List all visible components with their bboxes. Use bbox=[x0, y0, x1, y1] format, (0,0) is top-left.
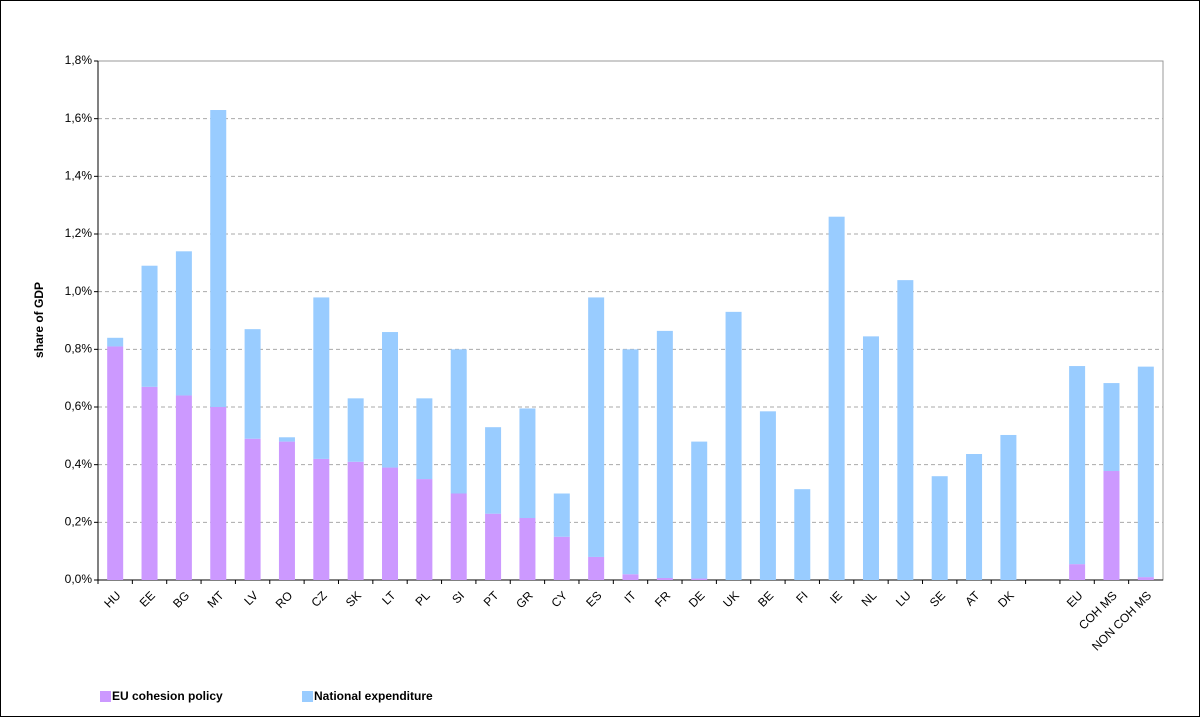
y-tick-label: 0,6% bbox=[65, 399, 93, 413]
bar-segment bbox=[450, 493, 467, 580]
bar-segment bbox=[210, 110, 227, 408]
bar-segment bbox=[622, 349, 639, 575]
bar-segment bbox=[691, 441, 708, 579]
bar-segment bbox=[588, 556, 605, 580]
bar-segment bbox=[691, 578, 708, 580]
bar-segment bbox=[1137, 577, 1154, 580]
y-tick-label: 1,0% bbox=[65, 284, 93, 298]
bar-segment bbox=[553, 536, 570, 580]
bar-segment bbox=[931, 476, 948, 580]
bar-segment bbox=[416, 479, 433, 580]
bar-segment bbox=[519, 408, 536, 519]
legend-label: National expenditure bbox=[314, 689, 433, 703]
bar-segment bbox=[107, 337, 124, 347]
y-tick-label: 1,2% bbox=[65, 226, 93, 240]
legend-label: EU cohesion policy bbox=[112, 689, 223, 703]
bar-segment bbox=[1103, 471, 1120, 580]
y-axis-label: share of GDP bbox=[32, 282, 46, 358]
bar-segment bbox=[313, 458, 330, 580]
bar-segment bbox=[244, 438, 261, 580]
bar-segment bbox=[210, 407, 227, 580]
bar-segment bbox=[175, 395, 192, 580]
bar-segment bbox=[897, 280, 914, 580]
bar-segment bbox=[656, 330, 673, 578]
bar-segment bbox=[794, 489, 811, 580]
bar-segment bbox=[1137, 366, 1154, 578]
bar-segment bbox=[416, 398, 433, 480]
bar-segment bbox=[107, 346, 124, 580]
bar-segment bbox=[966, 453, 983, 580]
bar-segment bbox=[382, 467, 399, 580]
legend-swatch bbox=[302, 691, 313, 702]
bar-segment bbox=[313, 297, 330, 459]
y-tick-label: 0,2% bbox=[65, 515, 93, 529]
bar-segment bbox=[347, 398, 364, 462]
bar-segment bbox=[278, 437, 295, 442]
bar-segment bbox=[553, 493, 570, 537]
bar-segment bbox=[862, 336, 879, 580]
bar-segment bbox=[244, 329, 261, 439]
bar-segment bbox=[141, 386, 158, 580]
y-tick-label: 1,6% bbox=[65, 111, 93, 125]
y-tick-label: 0,0% bbox=[65, 572, 93, 586]
bar-segment bbox=[175, 251, 192, 396]
bar-segment bbox=[382, 332, 399, 468]
y-tick-label: 1,4% bbox=[65, 169, 93, 183]
bar-segment bbox=[450, 349, 467, 494]
y-tick-label: 0,4% bbox=[65, 457, 93, 471]
bar-segment bbox=[622, 574, 639, 580]
bar-segment bbox=[485, 427, 502, 514]
bar-segment bbox=[656, 577, 673, 580]
bar-segment bbox=[828, 216, 845, 580]
bar-segment bbox=[1000, 434, 1017, 580]
bar-segment bbox=[1069, 564, 1086, 580]
bar-segment bbox=[588, 297, 605, 557]
bar-segment bbox=[347, 461, 364, 580]
bar-segment bbox=[725, 311, 742, 580]
legend-swatch bbox=[100, 691, 111, 702]
bar-segment bbox=[485, 513, 502, 580]
y-tick-label: 0,8% bbox=[65, 342, 93, 356]
bar-segment bbox=[759, 411, 776, 580]
y-tick-label: 1,8% bbox=[65, 53, 93, 67]
bar-segment bbox=[519, 518, 536, 580]
bar-segment bbox=[1103, 383, 1120, 472]
bar-segment bbox=[141, 265, 158, 387]
bar-segment bbox=[278, 441, 295, 580]
bar-segment bbox=[1069, 366, 1086, 565]
